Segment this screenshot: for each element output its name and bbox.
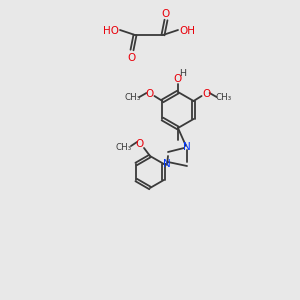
- Text: O: O: [128, 53, 136, 63]
- Text: N: N: [183, 142, 191, 152]
- Text: CH₃: CH₃: [215, 94, 232, 103]
- Text: CH₃: CH₃: [116, 142, 132, 152]
- Text: OH: OH: [179, 26, 195, 36]
- Text: N: N: [163, 159, 171, 169]
- Text: O: O: [202, 89, 211, 99]
- Text: CH₃: CH₃: [124, 94, 140, 103]
- Text: H: H: [179, 70, 187, 79]
- Text: O: O: [174, 74, 182, 84]
- Text: O: O: [162, 9, 170, 19]
- Text: O: O: [145, 89, 154, 99]
- Text: O: O: [136, 139, 144, 149]
- Text: HO: HO: [103, 26, 119, 36]
